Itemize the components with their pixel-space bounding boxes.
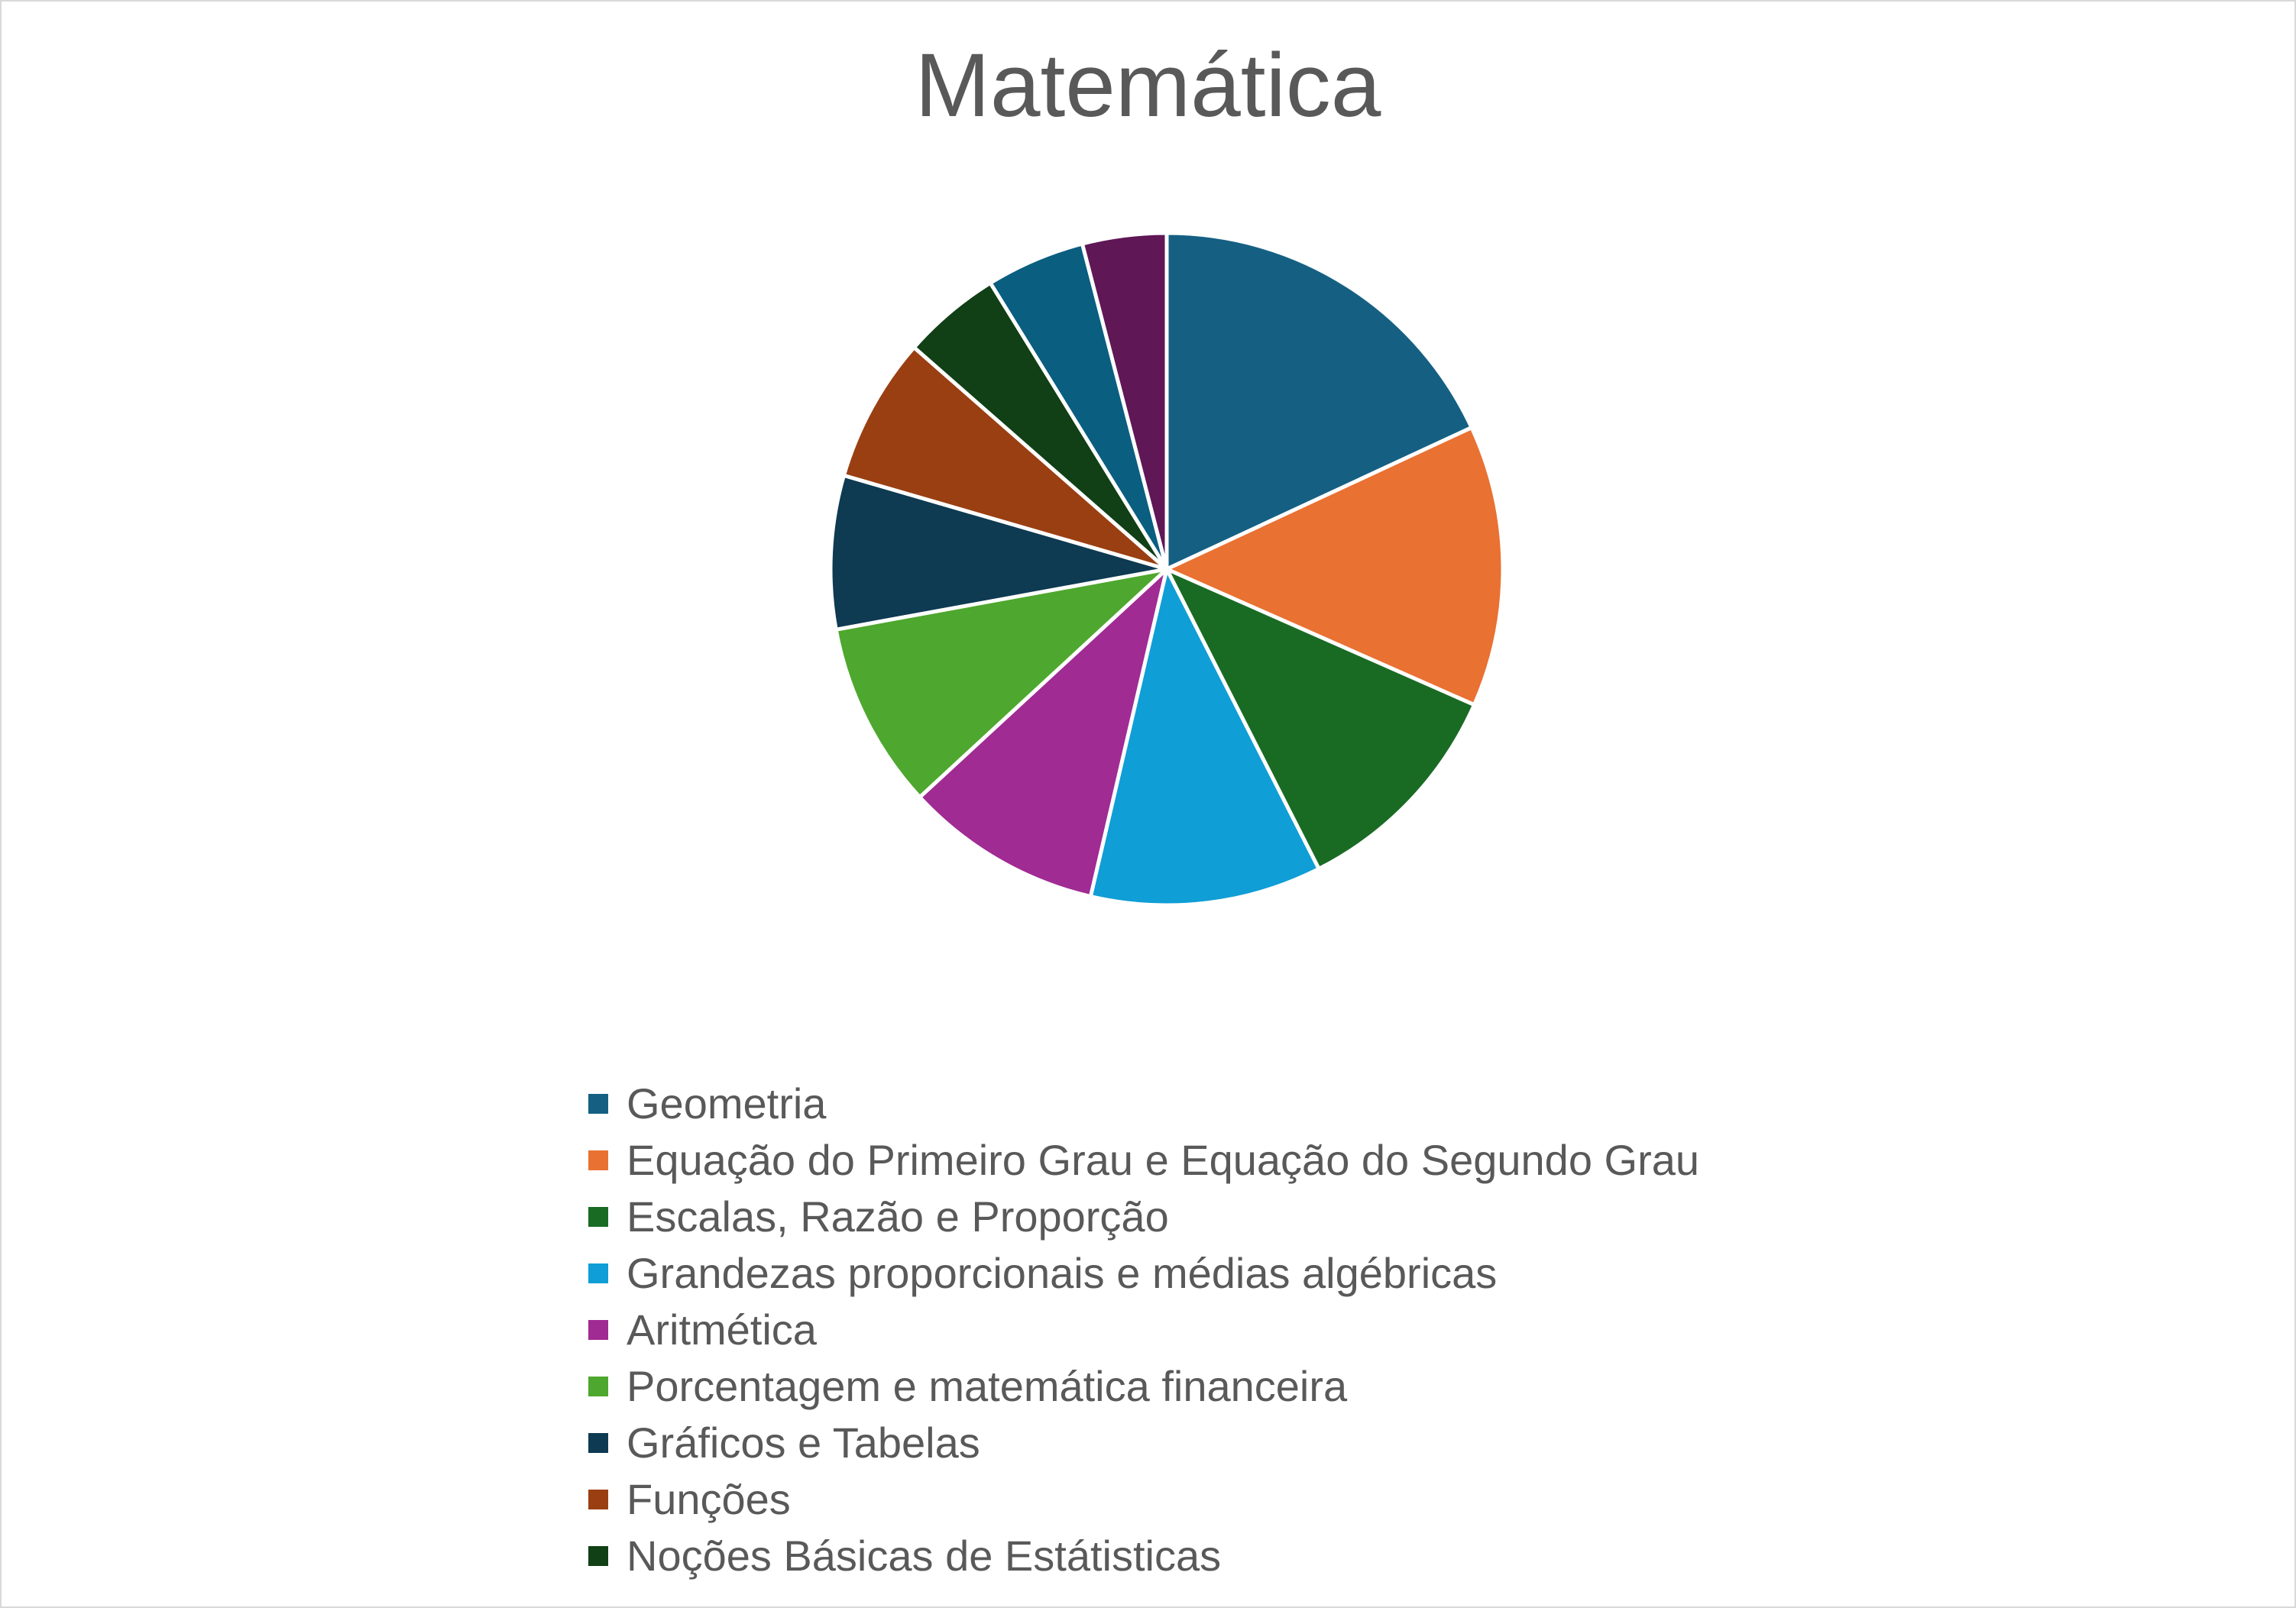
legend-item: Escalas, Razão e Proporção [588,1195,1169,1238]
legend-label: Funções [627,1475,791,1523]
legend-label: Noções Básicas de Estátisticas [627,1532,1222,1580]
legend-swatch [588,1207,608,1227]
pie-slice-6 [834,567,1169,800]
chart-title: Matemática [915,35,1381,136]
legend-label: Geometria [627,1079,827,1128]
legend-swatch [588,1320,608,1340]
legend-swatch [588,1263,608,1283]
legend-label: Porcentagem e matemática financeira [627,1362,1348,1410]
pie-slice-8 [841,345,1169,571]
legend-item: Geometria [588,1082,826,1125]
legend-item: Funções [588,1478,791,1521]
legend-item: Equação do Primeiro Grau e Equação do Se… [588,1139,1699,1182]
pie-slice-2 [1164,425,1505,707]
pie-slice-11 [1080,231,1169,571]
legend-swatch [588,1094,608,1114]
legend-label: Equação do Primeiro Grau e Equação do Se… [627,1136,1700,1184]
legend-swatch [588,1150,608,1170]
pie-slice-7 [828,473,1169,632]
pie-slice-3 [1164,567,1477,871]
pie-slice-5 [918,567,1169,899]
legend-item: Noções Básicas de Estátisticas [588,1535,1221,1577]
legend-item: Grandezas proporcionais e médias algébri… [588,1252,1497,1295]
legend-swatch [588,1377,608,1396]
legend-label: Grandezas proporcionais e médias algébri… [627,1249,1498,1297]
legend-swatch [588,1433,608,1453]
legend-label: Aritmética [627,1305,817,1354]
legend-item: Gráficos e Tabelas [588,1422,980,1464]
legend-label: Gráficos e Tabelas [627,1419,980,1467]
legend-label: Escalas, Razão e Proporção [627,1192,1169,1241]
legend-item: Aritmética [588,1309,817,1351]
legend-item: Porcentagem e matemática financeira [588,1365,1347,1408]
legend-swatch [588,1546,608,1566]
pie-slice-1 [1164,231,1474,571]
legend-swatch [588,1490,608,1509]
